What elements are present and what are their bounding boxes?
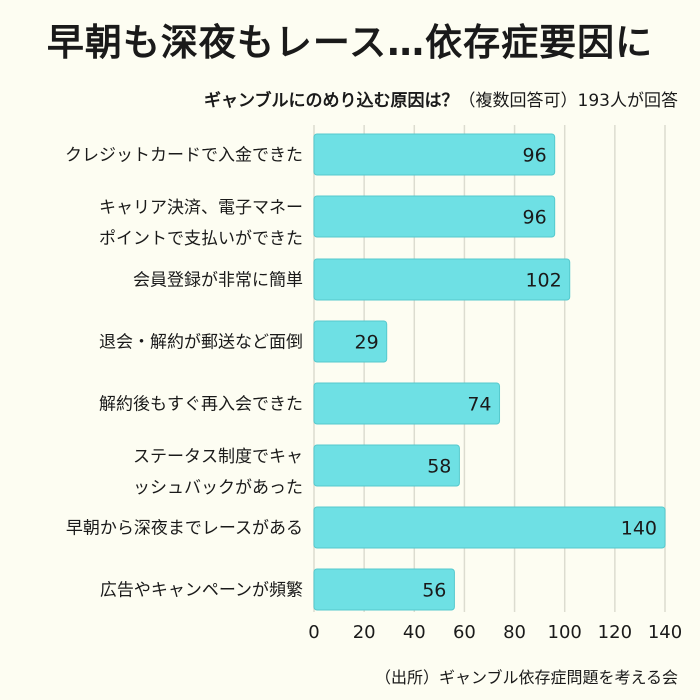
bar-value-label: 74 [467, 394, 491, 416]
bar [313, 258, 571, 301]
x-tick-label: 0 [308, 622, 319, 643]
category-label: 退会・解約が郵送など面倒 [99, 333, 303, 353]
x-tick-label: 140 [648, 622, 682, 643]
category-label: 解約後もすぐ再入会できた [99, 395, 303, 415]
x-tick-label: 80 [503, 622, 526, 643]
category-label: 広告やキャンペーンが頻繁 [100, 581, 303, 601]
bar-value-label: 96 [522, 145, 546, 167]
x-tick-label: 100 [548, 622, 582, 643]
x-tick-label: 60 [453, 622, 476, 643]
bar-value-label: 58 [427, 456, 451, 478]
bar [313, 444, 460, 487]
category-label: 早朝から深夜までレースがある [66, 519, 303, 539]
bar [313, 195, 556, 238]
bar-value-label: 140 [621, 518, 657, 540]
category-label: ポイントで支払いができた [99, 229, 303, 249]
x-tick-label: 120 [598, 622, 632, 643]
bar-value-label: 56 [422, 580, 446, 602]
category-label: ッシュバックがあった [133, 478, 303, 498]
bar [313, 568, 455, 611]
category-label: 会員登録が非常に簡単 [133, 271, 303, 291]
category-label: クレジットカードで入金できた [65, 146, 303, 166]
bar-value-label: 29 [355, 332, 379, 354]
bar [313, 133, 556, 176]
chart-subtitle: ギャンブルにのめり込む原因は？（複数回答可）193人が回答 [204, 86, 678, 111]
bar-value-label: 102 [525, 270, 561, 292]
x-tick-label: 40 [403, 622, 426, 643]
bar [313, 382, 501, 425]
source-note: （出所）ギャンブル依存症問題を考える会 [374, 668, 678, 687]
chart-title: 早朝も深夜もレース…依存症要因に [46, 21, 654, 64]
x-tick-label: 20 [353, 622, 376, 643]
category-label: ステータス制度でキャ [133, 447, 303, 467]
bar [313, 506, 666, 549]
bar-value-label: 96 [522, 207, 546, 229]
subtitle-question: ギャンブルにのめり込む原因は？ [204, 91, 459, 111]
category-label: キャリア決済、電子マネー [99, 198, 303, 218]
subtitle-note: （複数回答可）193人が回答 [458, 91, 678, 111]
bar [313, 320, 388, 363]
